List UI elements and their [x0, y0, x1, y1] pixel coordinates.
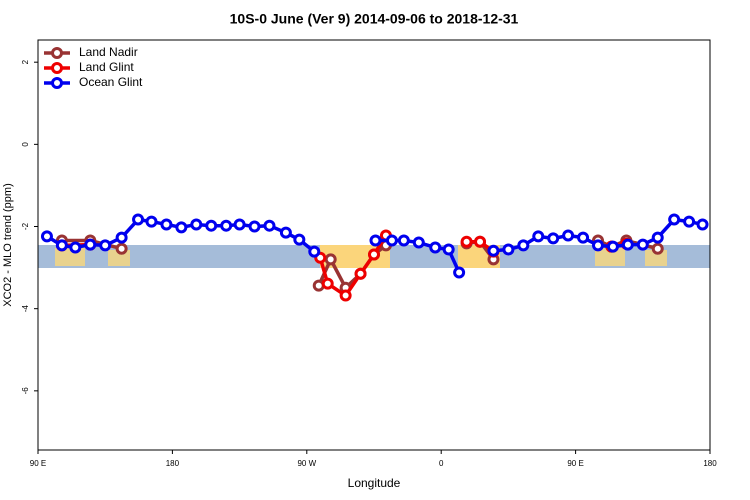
- y-tick-label: -4: [21, 305, 30, 313]
- data-point: [205, 219, 218, 232]
- chart-title: 10S-0 June (Ver 9) 2014-09-06 to 2018-12…: [230, 11, 519, 27]
- data-point: [651, 242, 664, 255]
- data-point: [220, 219, 233, 232]
- data-point: [263, 219, 276, 232]
- legend-label: Ocean Glint: [79, 75, 143, 89]
- data-point: [55, 239, 68, 252]
- data-point: [547, 232, 560, 245]
- y-tick-label: -2: [21, 222, 30, 230]
- data-point: [517, 239, 530, 252]
- data-point: [442, 243, 455, 256]
- data-point: [397, 234, 410, 247]
- x-tick-label: 90 E: [567, 459, 583, 468]
- data-point: [84, 238, 97, 251]
- data-point: [487, 244, 500, 257]
- data-point: [279, 226, 292, 239]
- data-point: [145, 215, 158, 228]
- data-point: [69, 241, 82, 254]
- data-point: [636, 238, 649, 251]
- data-point: [668, 213, 681, 226]
- y-tick-label: 0: [21, 142, 30, 147]
- data-point: [321, 277, 334, 290]
- data-point: [190, 218, 203, 231]
- x-tick-label: 0: [439, 459, 444, 468]
- data-point: [474, 235, 487, 248]
- data-point: [132, 213, 145, 226]
- data-point: [115, 231, 128, 244]
- x-tick-label: 90 W: [297, 459, 316, 468]
- x-tick-label: 180: [703, 459, 717, 468]
- data-point: [248, 220, 261, 233]
- legend-label: Land Nadir: [79, 45, 138, 59]
- data-point: [308, 245, 321, 258]
- data-point: [412, 236, 425, 249]
- data-point: [592, 239, 604, 252]
- data-point: [175, 221, 188, 234]
- data-point: [368, 248, 380, 261]
- y-tick-label: 2: [21, 59, 30, 64]
- data-point: [324, 253, 337, 266]
- data-point: [532, 230, 545, 243]
- data-point: [562, 229, 575, 242]
- data-point: [577, 231, 590, 244]
- data-point: [115, 242, 128, 255]
- data-point: [502, 243, 515, 256]
- plot-frame: [37, 39, 711, 451]
- legend-marker: [51, 77, 63, 89]
- data-point: [354, 267, 367, 280]
- x-axis-label: Longitude: [348, 476, 401, 490]
- data-point: [99, 239, 112, 252]
- x-tick-label: 90 E: [30, 459, 46, 468]
- y-tick-label: -6: [21, 387, 30, 395]
- data-point: [293, 233, 306, 246]
- legend-label: Land Glint: [79, 60, 134, 74]
- data-point: [621, 238, 634, 251]
- data-point: [233, 218, 246, 231]
- data-point: [339, 289, 352, 302]
- data-point: [651, 231, 664, 244]
- data-point: [369, 234, 382, 247]
- data-point: [40, 230, 53, 243]
- data-point: [385, 234, 398, 247]
- y-axis-label: XCO2 - MLO trend (ppm): [2, 183, 14, 306]
- data-point: [696, 218, 709, 231]
- data-point: [606, 240, 619, 253]
- data-point: [160, 218, 173, 231]
- data-point: [460, 235, 473, 248]
- data-point: [683, 215, 696, 228]
- data-point: [453, 266, 466, 279]
- legend-marker: [51, 47, 63, 59]
- data-point: [429, 241, 442, 254]
- x-tick-label: 180: [166, 459, 180, 468]
- legend-marker: [51, 62, 63, 74]
